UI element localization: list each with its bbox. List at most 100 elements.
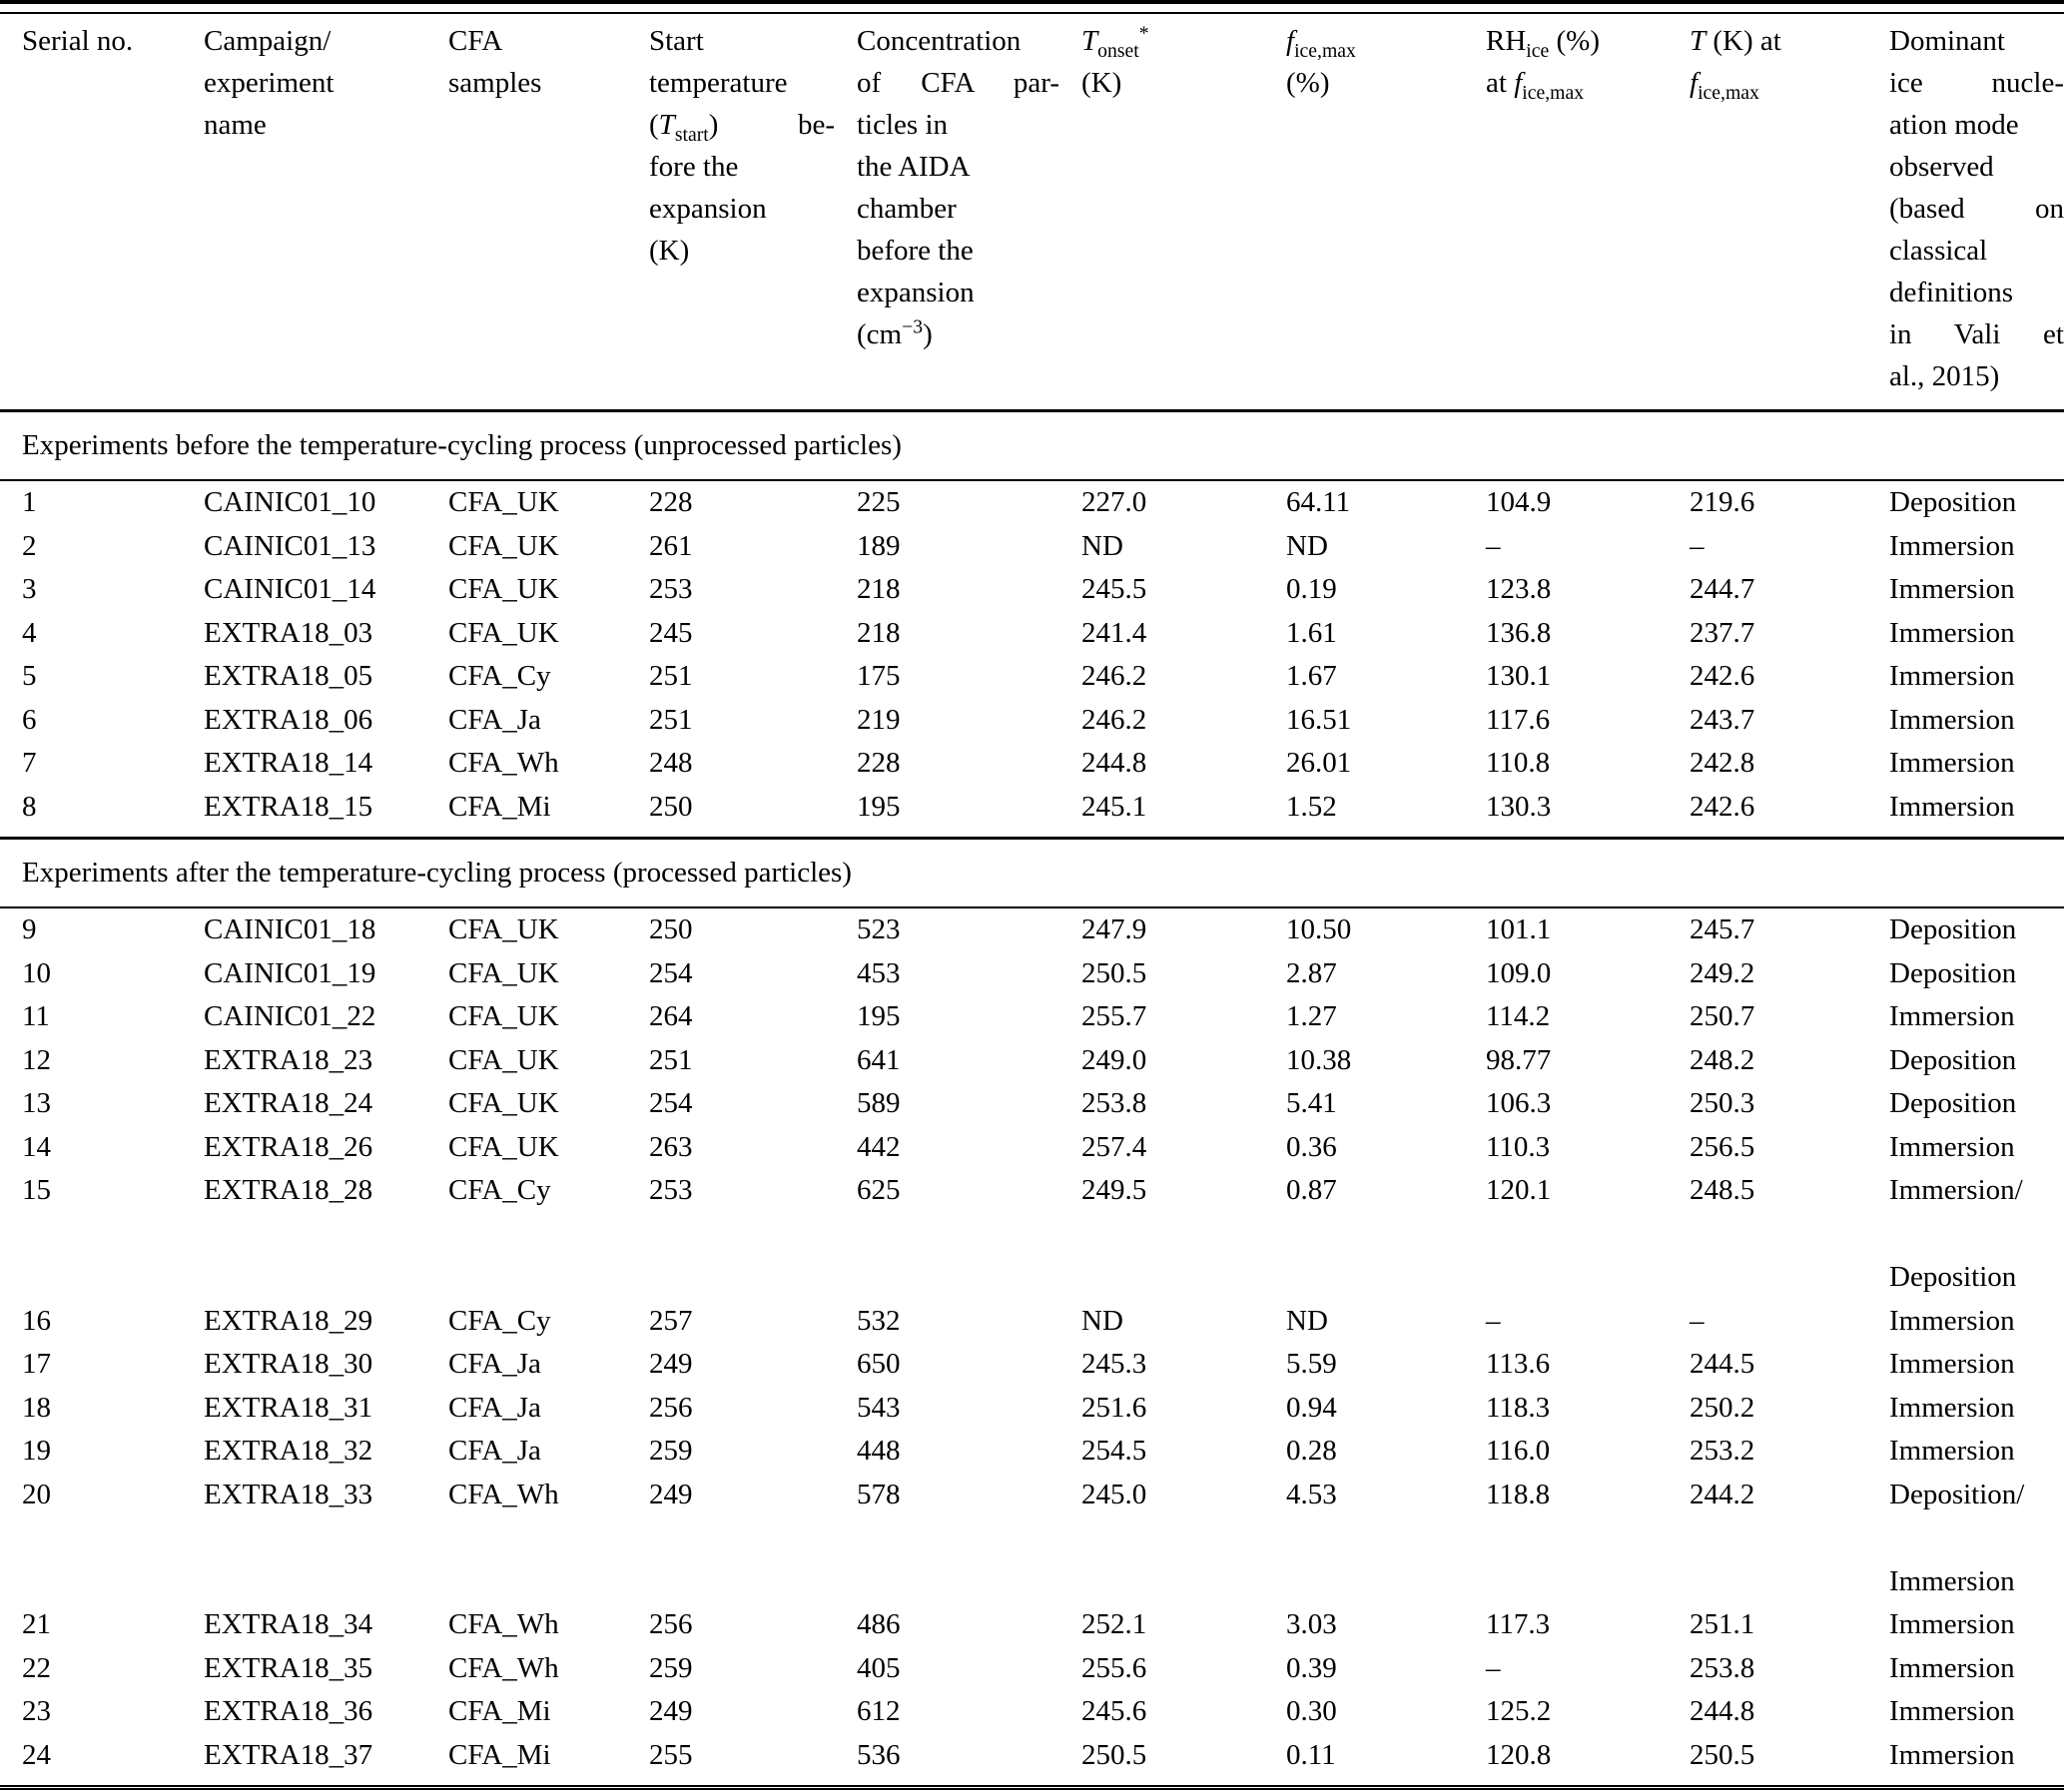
header-line: the AIDA xyxy=(857,151,971,183)
cell-rh-ice: 118.3 xyxy=(1486,1391,1551,1424)
cell-mode: Deposition/ Immersion xyxy=(1889,1478,2025,1597)
header-line: before the xyxy=(857,235,974,267)
section-title: Experiments after the temperature-cyclin… xyxy=(22,857,852,889)
cell-mode: Immersion xyxy=(1889,1130,2015,1163)
header-line: name xyxy=(204,109,267,141)
cell-t-at-fmax: 256.5 xyxy=(1690,1130,1755,1163)
cell-mode: Immersion xyxy=(1889,1304,2015,1337)
header-line: ation mode xyxy=(1889,109,2019,141)
table-row: 13 EXTRA18_24 CFA_UK 254 589 253.8 5.41 106.3 25… xyxy=(0,1082,2064,1126)
column-header-start-temperature: Start temperature (Tstart) be- fore the … xyxy=(627,14,835,409)
cell-mode: Immersion xyxy=(1889,1435,2015,1467)
table-row: 5 EXTRA18_05 CFA_Cy 251 175 246.2 1.67 130.1 242… xyxy=(0,655,2064,699)
cell-concentration: 612 xyxy=(857,1695,901,1727)
cell-f-ice-max: 1.27 xyxy=(1286,1000,1337,1032)
cell-concentration: 641 xyxy=(857,1043,901,1076)
cell-campaign: EXTRA18_34 xyxy=(204,1608,373,1640)
cell-mode: Deposition xyxy=(1889,1043,2017,1076)
header-line: at fice,max xyxy=(1486,62,1668,104)
cell-t-at-fmax: 250.3 xyxy=(1690,1087,1755,1119)
text: (K) at xyxy=(1713,25,1781,57)
cell-start-temp: 251 xyxy=(649,703,693,736)
cell-t-at-fmax: 253.8 xyxy=(1690,1651,1755,1684)
header-line: samples xyxy=(448,67,542,99)
cell-t-onset: 250.5 xyxy=(1081,956,1147,989)
cell-mode: Immersion xyxy=(1889,616,2015,649)
cell-t-onset: 247.9 xyxy=(1081,913,1147,945)
table-row: 22 EXTRA18_35 CFA_Wh 259 405 255.6 0.39 – 253.8 I… xyxy=(0,1647,2064,1691)
cell-serial: 22 xyxy=(22,1651,51,1684)
cell-campaign: CAINIC01_13 xyxy=(204,529,376,562)
cell-rh-ice: 116.0 xyxy=(1486,1435,1551,1467)
subscript: onset xyxy=(1097,39,1139,62)
cell-rh-ice: 114.2 xyxy=(1486,1000,1551,1032)
cell-f-ice-max: 5.59 xyxy=(1286,1348,1337,1380)
cell-f-ice-max: 0.39 xyxy=(1286,1651,1337,1684)
subscript: start xyxy=(674,123,709,146)
cell-f-ice-max: 1.52 xyxy=(1286,790,1337,823)
cell-mode: Immersion xyxy=(1889,1651,2015,1684)
cell-sample: CFA_Ja xyxy=(448,1435,541,1467)
table-row: 20 EXTRA18_33 CFA_Wh 249 578 245.0 4.53 118.8 24… xyxy=(0,1474,2064,1604)
cell-rh-ice: 110.3 xyxy=(1486,1130,1551,1163)
cell-sample: CFA_UK xyxy=(448,616,559,649)
cell-campaign: EXTRA18_14 xyxy=(204,747,373,779)
table-row: 19 EXTRA18_32 CFA_Ja 259 448 254.5 0.28 116.0 25… xyxy=(0,1430,2064,1474)
table-row: 10 CAINIC01_19 CFA_UK 254 453 250.5 2.87 109.0 2… xyxy=(0,952,2064,996)
cell-concentration: 532 xyxy=(857,1304,901,1337)
cell-mode: Deposition xyxy=(1889,486,2017,518)
cell-mode: Immersion xyxy=(1889,1695,2015,1727)
table-row: 23 EXTRA18_36 CFA_Mi 249 612 245.6 0.30 125.2 24… xyxy=(0,1690,2064,1734)
header-line: ice nucle- xyxy=(1889,67,2064,99)
cell-mode: Deposition xyxy=(1889,913,2017,945)
cell-campaign: EXTRA18_29 xyxy=(204,1304,373,1337)
header-line: (%) xyxy=(1286,67,1330,99)
cell-t-at-fmax: 242.6 xyxy=(1690,790,1755,823)
cell-campaign: EXTRA18_32 xyxy=(204,1435,373,1467)
cell-f-ice-max: 2.87 xyxy=(1286,956,1337,989)
cell-serial: 23 xyxy=(22,1695,51,1727)
cell-mode: Immersion xyxy=(1889,660,2015,692)
cell-f-ice-max: 5.41 xyxy=(1286,1087,1337,1119)
cell-concentration: 195 xyxy=(857,1000,901,1032)
cell-t-onset: 252.1 xyxy=(1081,1608,1147,1640)
header-line: definitions xyxy=(1889,277,2014,308)
cell-serial: 1 xyxy=(22,486,37,518)
cell-start-temp: 253 xyxy=(649,1174,693,1206)
cell-rh-ice: 120.1 xyxy=(1486,1174,1552,1206)
column-header-t-onset: Tonset* (K) xyxy=(1059,14,1264,409)
header-line: Dominant xyxy=(1889,25,2005,57)
cell-sample: CFA_UK xyxy=(448,1130,559,1163)
cell-t-at-fmax: 253.2 xyxy=(1690,1435,1755,1467)
cell-start-temp: 248 xyxy=(649,747,693,779)
cell-f-ice-max: 10.38 xyxy=(1286,1043,1352,1076)
cell-rh-ice: 123.8 xyxy=(1486,573,1552,605)
cell-t-onset: 245.0 xyxy=(1081,1478,1147,1510)
header-line: experiment xyxy=(204,67,335,99)
cell-sample: CFA_UK xyxy=(448,1000,559,1032)
cell-start-temp: 249 xyxy=(649,1348,693,1380)
cell-t-onset: 245.6 xyxy=(1081,1695,1147,1727)
cell-serial: 24 xyxy=(22,1738,51,1771)
cell-f-ice-max: 0.30 xyxy=(1286,1695,1337,1727)
cell-mode: Immersion xyxy=(1889,1391,2015,1424)
thin-rule xyxy=(0,906,2064,908)
table-body: Experiments before the temperature-cycli… xyxy=(0,409,2064,1790)
asterisk: * xyxy=(1138,22,1149,45)
cell-mode: Immersion xyxy=(1889,1608,2015,1640)
text: RH xyxy=(1486,25,1527,57)
table-row: 15 EXTRA18_28 CFA_Cy 253 625 249.5 0.87 120.1 24… xyxy=(0,1169,2064,1300)
bottom-rule xyxy=(0,1785,2064,1790)
cell-concentration: 486 xyxy=(857,1608,901,1640)
cell-concentration: 442 xyxy=(857,1130,901,1163)
cell-concentration: 175 xyxy=(857,660,901,692)
cell-concentration: 578 xyxy=(857,1478,901,1510)
cell-t-onset: 241.4 xyxy=(1081,616,1147,649)
cell-campaign: EXTRA18_15 xyxy=(204,790,373,823)
table-row: 21 EXTRA18_34 CFA_Wh 256 486 252.1 3.03 117.3 25… xyxy=(0,1603,2064,1647)
table-row: 1 CAINIC01_10 CFA_UK 228 225 227.0 64.11 104.9 2… xyxy=(0,481,2064,525)
cell-campaign: CAINIC01_22 xyxy=(204,1000,376,1032)
cell-start-temp: 250 xyxy=(649,913,693,945)
cell-f-ice-max: 0.36 xyxy=(1286,1130,1337,1163)
